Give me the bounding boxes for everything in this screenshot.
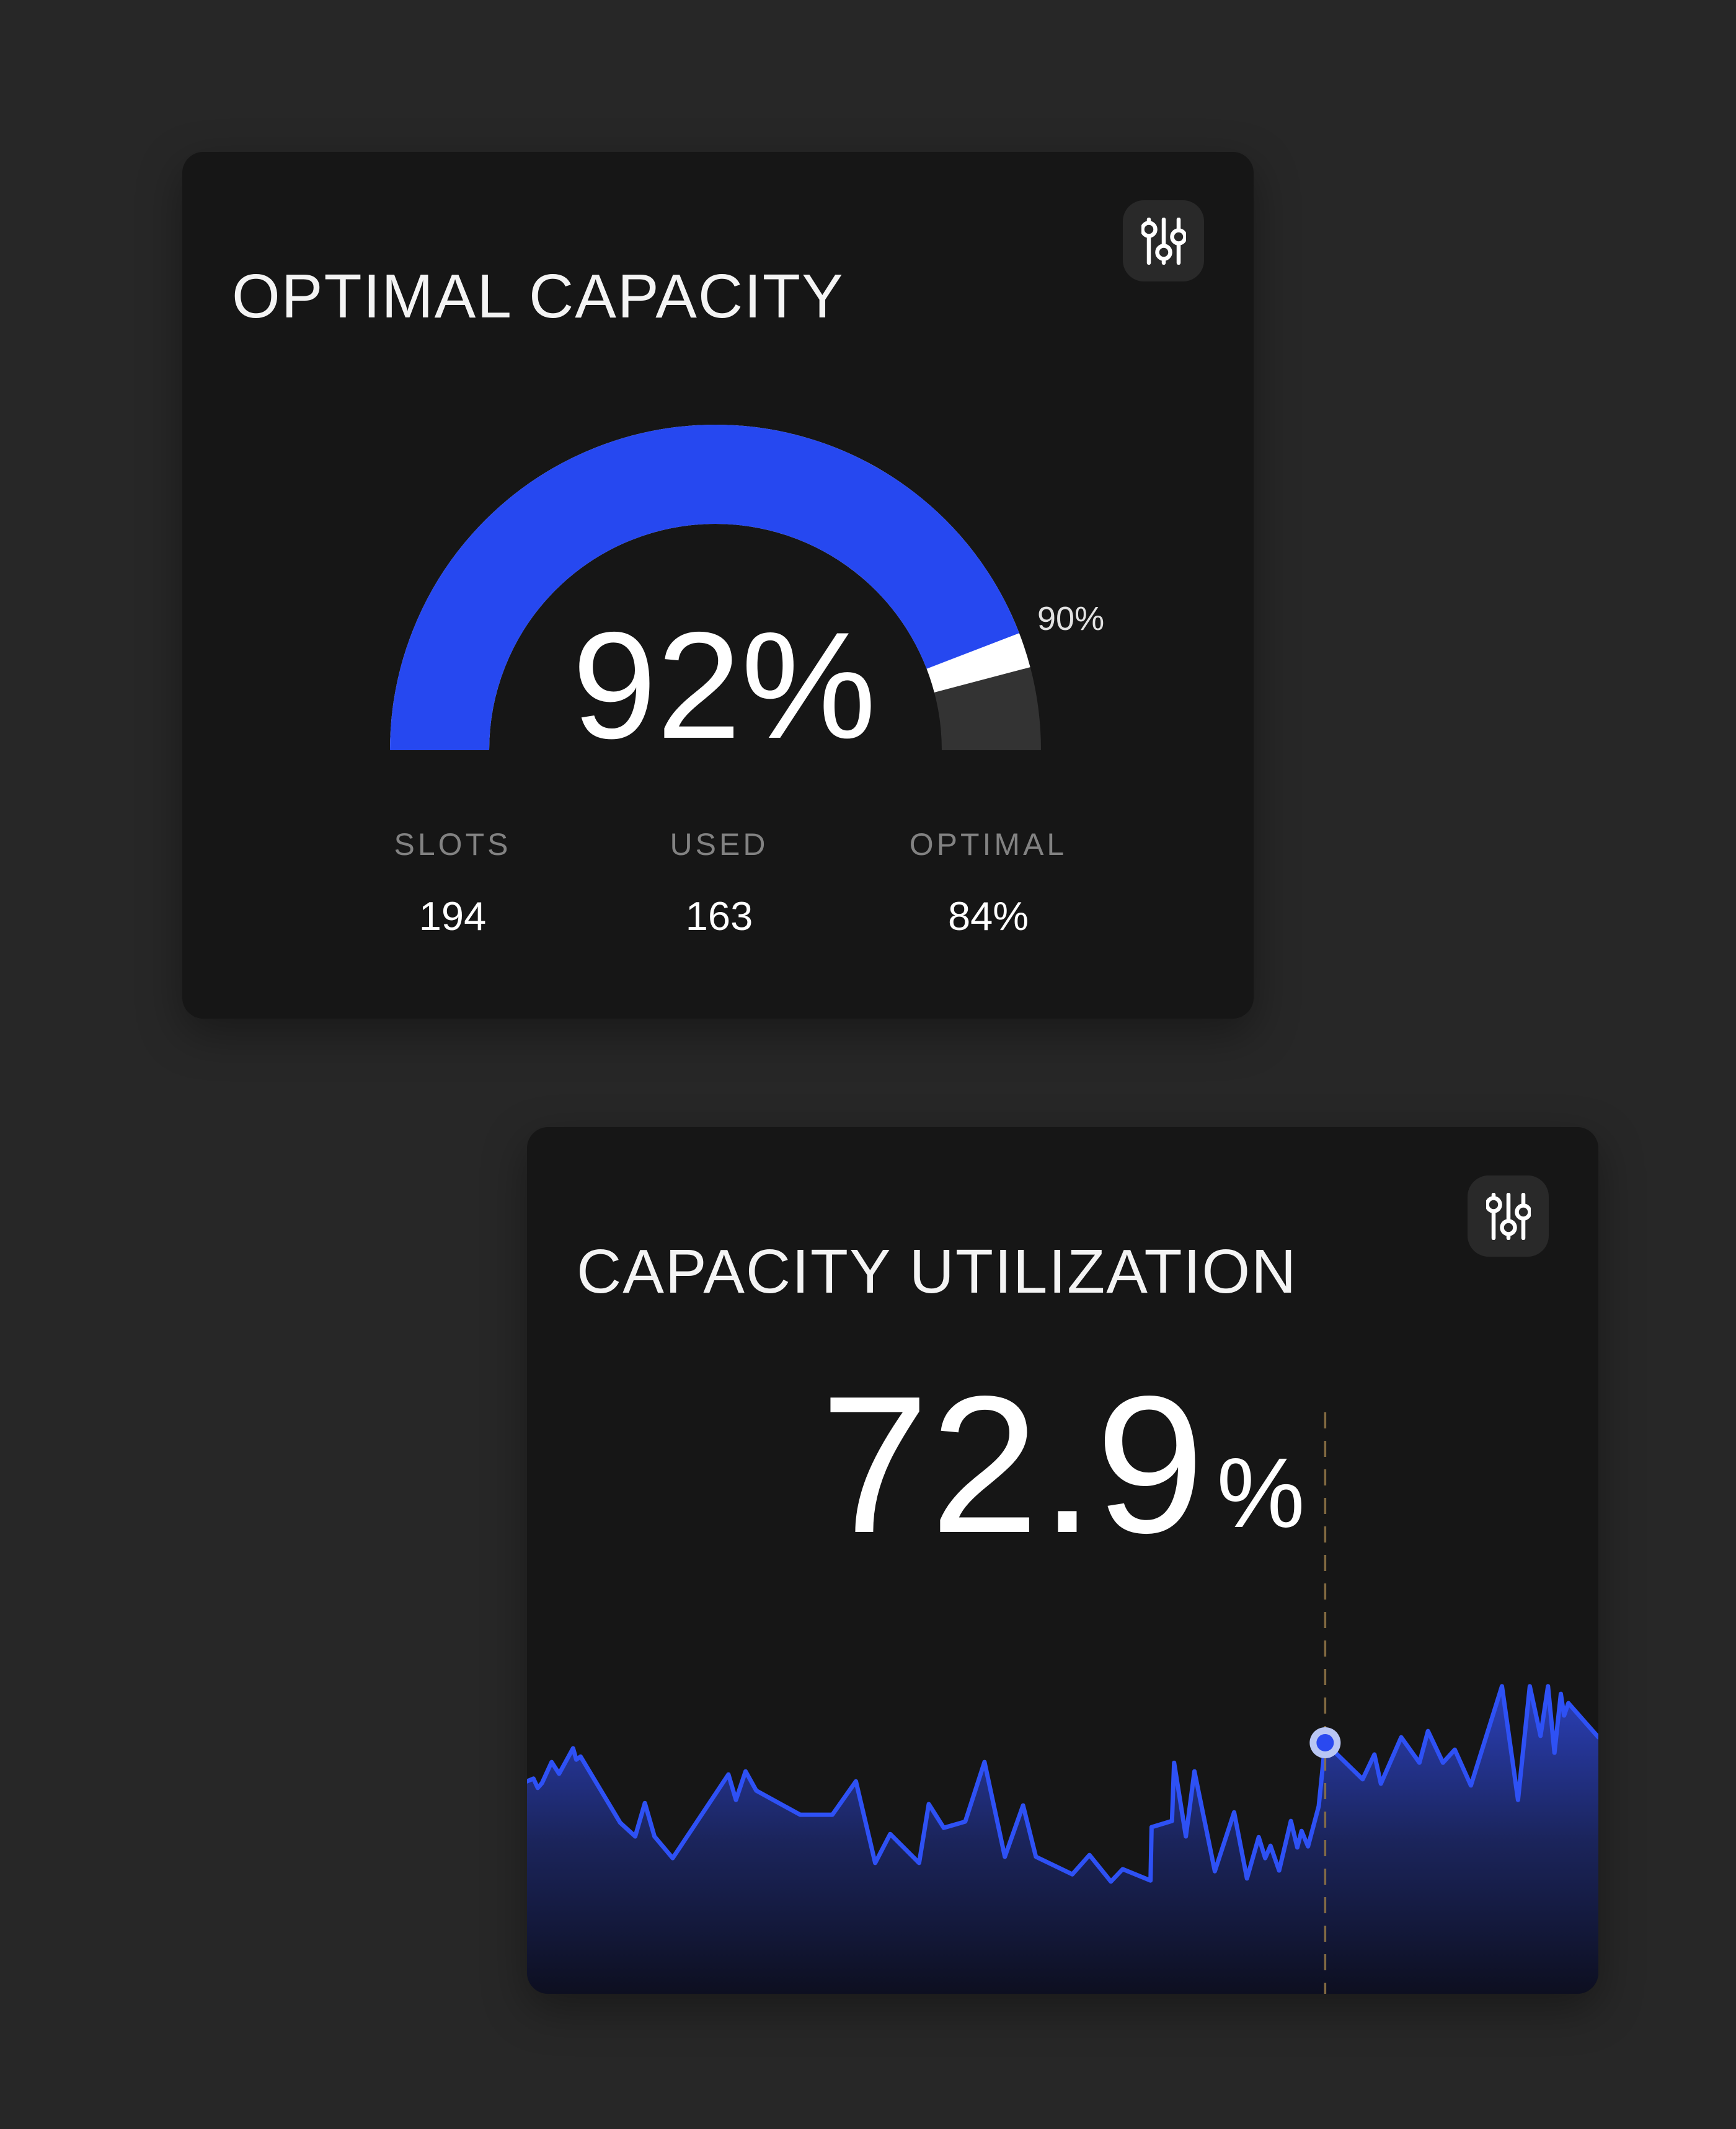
stat-optimal: OPTIMAL 84% [802, 829, 1174, 953]
sliders-icon [1486, 1192, 1531, 1240]
current-utilization-value: 72.9 % [527, 1367, 1598, 1562]
optimal-capacity-card: OPTIMAL CAPACITY 92% 90% SLOTS 194 U [182, 152, 1254, 1019]
gauge-settings-button[interactable] [1123, 200, 1204, 281]
stat-slots: SLOTS 194 [267, 829, 639, 953]
stat-value: 84% [947, 893, 1029, 939]
percent-sign: % [1216, 1437, 1305, 1548]
capacity-gauge [390, 425, 1041, 751]
stat-label: USED [670, 827, 769, 862]
card-title: OPTIMAL CAPACITY [232, 262, 844, 331]
gauge-threshold-label: 90% [1037, 600, 1105, 637]
utilization-number: 72.9 [820, 1355, 1206, 1574]
stat-used: USED 163 [533, 829, 905, 953]
stat-value: 163 [685, 893, 753, 939]
utilization-area-chart [527, 1412, 1598, 1994]
gauge-value-label: 92% [572, 600, 877, 770]
marker-dot[interactable] [1309, 1727, 1341, 1758]
chart-settings-button[interactable] [1468, 1175, 1549, 1257]
stat-label: OPTIMAL [909, 827, 1068, 862]
sliders-icon [1141, 217, 1186, 265]
card-title: CAPACITY UTILIZATION [577, 1237, 1298, 1306]
stat-label: SLOTS [394, 827, 512, 862]
utilization-line [527, 1684, 1598, 1884]
capacity-utilization-card: CAPACITY UTILIZATION 72.9 % [527, 1127, 1598, 1994]
stat-value: 194 [418, 893, 487, 939]
area-fill [527, 1686, 1598, 1994]
